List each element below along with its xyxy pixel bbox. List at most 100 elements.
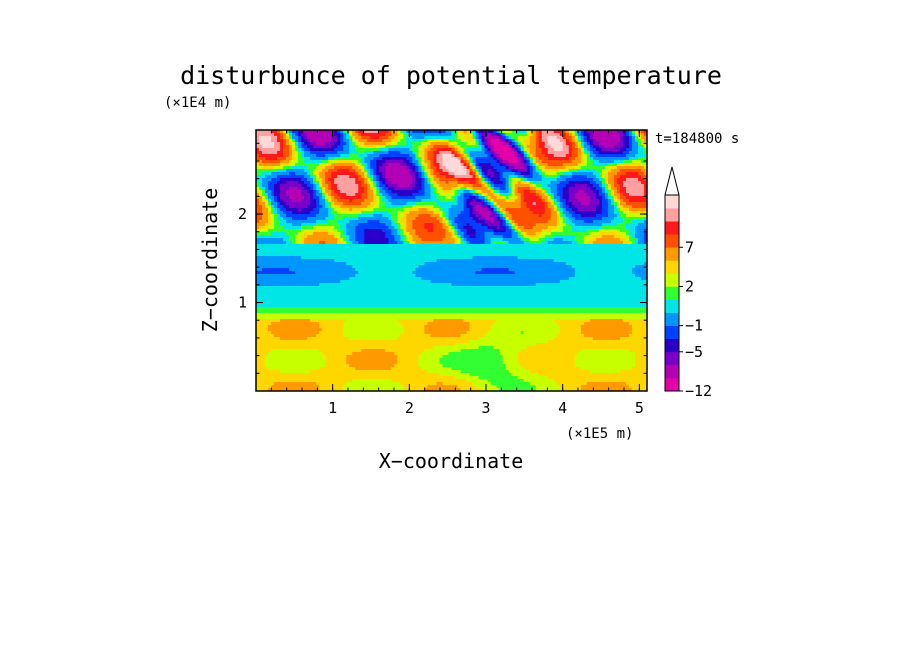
contour-cell: [373, 175, 377, 179]
contour-cell: [508, 238, 513, 242]
contour-cell: [580, 154, 585, 158]
contour-cell: [259, 205, 263, 209]
contour-cell: [550, 196, 555, 200]
contour-cell: [574, 184, 579, 188]
contour-cell: [454, 190, 458, 194]
contour-cell: [295, 178, 299, 182]
contour-cell: [529, 241, 534, 245]
contour-cell: [607, 160, 612, 164]
contour-cell: [322, 238, 326, 242]
contour-cell: [505, 217, 510, 221]
contour-cell: [592, 190, 597, 194]
contour-cell: [286, 244, 290, 248]
contour-cell: [592, 160, 597, 164]
contour-cell: [598, 235, 603, 239]
contour-cell: [352, 166, 356, 170]
contour-cell: [457, 151, 461, 155]
contour-cell: [445, 133, 449, 137]
contour-cell: [640, 136, 645, 140]
contour-cell: [463, 145, 467, 149]
contour-cell: [625, 154, 630, 158]
contour-cell: [592, 238, 597, 242]
contour-cell: [505, 154, 510, 158]
contour-cell: [493, 214, 498, 218]
contour-cell: [457, 166, 461, 170]
contour-cell: [334, 199, 338, 203]
contour-cell: [400, 208, 404, 212]
contour-cell: [523, 208, 528, 212]
contour-cell: [532, 226, 537, 230]
contour-cell: [346, 163, 350, 167]
contour-cell: [283, 223, 287, 227]
contour-cell: [433, 142, 437, 146]
contour-cell: [433, 214, 437, 218]
contour-cell: [322, 139, 326, 143]
contour-cell: [631, 169, 636, 173]
contour-cell: [592, 205, 597, 209]
contour-cell: [502, 202, 507, 206]
contour-cell: [337, 154, 341, 158]
contour-cell: [568, 181, 573, 185]
contour-cell: [316, 226, 320, 230]
contour-cell: [514, 214, 519, 218]
contour-cell: [274, 229, 278, 233]
contour-cell: [271, 199, 275, 203]
contour-cell: [367, 223, 371, 227]
contour-cell: [292, 232, 296, 236]
contour-cell: [628, 235, 633, 239]
contour-cell: [523, 169, 528, 173]
contour-cell: [304, 172, 308, 176]
contour-cell: [589, 169, 594, 173]
contour-cell: [280, 220, 284, 224]
contour-cell: [625, 190, 630, 194]
contour-cell: [457, 181, 461, 185]
contour-cell: [532, 154, 537, 158]
contour-cell: [469, 184, 473, 188]
contour-cell: [304, 154, 308, 158]
contour-cell: [589, 148, 594, 152]
contour-cell: [559, 190, 564, 194]
contour-cell: [361, 163, 365, 167]
contour-cell: [340, 214, 344, 218]
contour-cell: [289, 208, 293, 212]
contour-cell: [280, 154, 284, 158]
contour-cell: [364, 181, 368, 185]
contour-cell: [412, 214, 416, 218]
contour-cell: [406, 151, 410, 155]
contour-cell: [616, 178, 621, 182]
contour-cell: [562, 193, 567, 197]
contour-cell: [376, 205, 380, 209]
contour-cell: [457, 217, 461, 221]
contour-cell: [421, 175, 425, 179]
contour-cell: [535, 148, 540, 152]
contour-cell: [268, 241, 272, 245]
contour-cell: [595, 217, 600, 221]
contour-cell: [568, 229, 573, 233]
contour-cell: [334, 184, 338, 188]
contour-cell: [355, 163, 359, 167]
contour-cell: [370, 205, 374, 209]
contour-cell: [280, 205, 284, 209]
contour-cell: [628, 142, 633, 146]
contour-cell: [598, 217, 603, 221]
contour-cell: [433, 193, 437, 197]
contour-cell: [403, 181, 407, 185]
contour-cell: [286, 169, 290, 173]
contour-cell: [616, 241, 621, 245]
contour-cell: [448, 202, 452, 206]
contour-cell: [343, 205, 347, 209]
contour-cell: [364, 130, 368, 134]
contour-cell: [484, 220, 488, 224]
contour-cell: [343, 211, 347, 215]
contour-cell: [541, 220, 546, 224]
contour-cell: [577, 211, 582, 215]
contour-cell: [571, 193, 576, 197]
contour-cell: [634, 217, 639, 221]
contour-cell: [373, 238, 377, 242]
contour-cell: [538, 184, 543, 188]
contour-cell: [454, 205, 458, 209]
contour-cell: [469, 235, 473, 239]
contour-cell: [334, 226, 338, 230]
contour-cell: [511, 181, 516, 185]
contour-cell: [382, 178, 386, 182]
